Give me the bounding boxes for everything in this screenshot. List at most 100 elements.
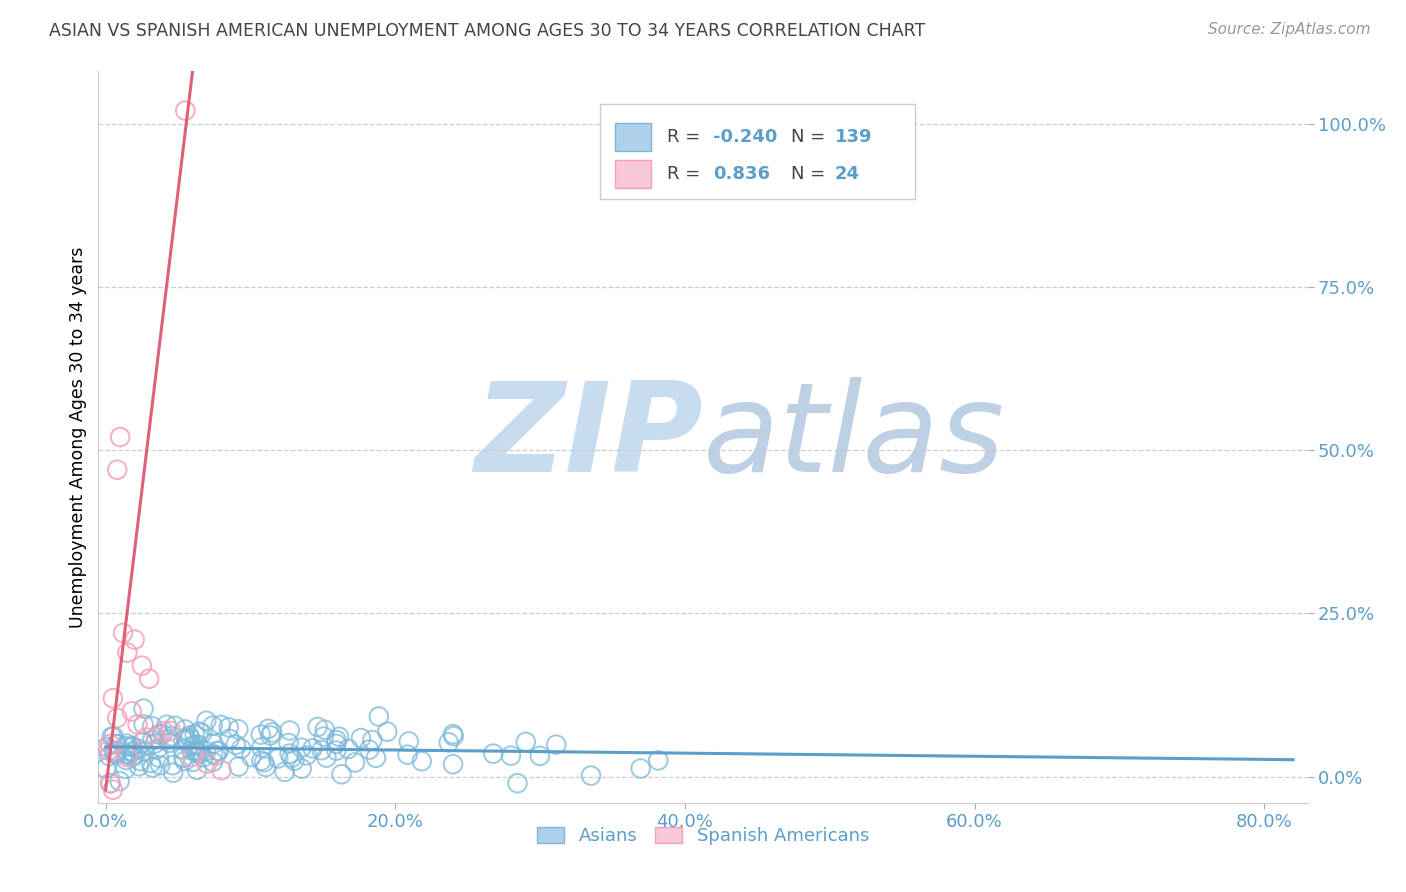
Point [141, 732, 163, 747]
FancyBboxPatch shape [600, 104, 915, 200]
Text: 0.836: 0.836 [713, 165, 769, 183]
Point [482, 747, 505, 761]
Point [105, 737, 128, 751]
Point [159, 723, 181, 738]
Point [253, 756, 276, 770]
Point [117, 750, 139, 764]
Point [201, 755, 224, 769]
Point [100, 776, 122, 790]
Point [180, 743, 202, 757]
Point [398, 734, 420, 748]
Point [184, 745, 207, 759]
Point [105, 463, 128, 477]
Point [129, 754, 152, 768]
Point [231, 741, 253, 756]
Point [295, 748, 318, 763]
Point [101, 691, 124, 706]
Point [148, 727, 170, 741]
Text: -0.240: -0.240 [713, 128, 778, 146]
Point [529, 748, 551, 763]
Point [98, 776, 121, 790]
Point [146, 742, 169, 756]
Point [97, 743, 120, 757]
Point [124, 747, 146, 762]
Text: 139: 139 [835, 128, 872, 146]
Point [179, 729, 201, 743]
Point [183, 727, 205, 741]
Point [121, 745, 143, 759]
Point [174, 731, 197, 746]
Point [257, 722, 280, 736]
Point [112, 626, 135, 640]
Point [278, 723, 301, 738]
Point [546, 738, 568, 752]
Point [94, 761, 117, 775]
Point [375, 724, 398, 739]
Point [337, 742, 360, 756]
Point [117, 646, 139, 660]
Point [499, 748, 522, 763]
Point [115, 739, 138, 754]
Point [148, 750, 170, 764]
Point [207, 744, 229, 758]
Point [249, 728, 271, 742]
Point [105, 747, 128, 761]
Point [218, 720, 240, 734]
Point [254, 760, 277, 774]
Point [277, 736, 299, 750]
Text: 24: 24 [835, 165, 860, 183]
Point [121, 739, 143, 754]
Point [159, 736, 181, 750]
Point [115, 753, 138, 767]
Point [330, 767, 353, 781]
Point [291, 762, 314, 776]
Point [149, 758, 172, 772]
Point [176, 733, 198, 747]
Text: N =: N = [792, 128, 831, 146]
Point [162, 765, 184, 780]
Point [181, 739, 204, 753]
Point [443, 729, 465, 743]
Point [209, 718, 232, 732]
Point [359, 742, 381, 756]
Point [307, 720, 329, 734]
Point [647, 753, 669, 767]
Point [162, 758, 184, 772]
Point [325, 737, 347, 751]
Point [172, 733, 194, 747]
Point [195, 714, 218, 728]
Point [506, 776, 529, 790]
Point [184, 744, 207, 758]
FancyBboxPatch shape [614, 160, 651, 187]
Point [328, 730, 350, 744]
Point [103, 746, 125, 760]
Point [364, 751, 387, 765]
Point [312, 730, 335, 744]
Legend: Asians, Spanish Americans: Asians, Spanish Americans [537, 827, 869, 845]
Point [121, 705, 143, 719]
Point [141, 760, 163, 774]
Point [145, 731, 167, 745]
Point [172, 750, 194, 764]
Point [273, 764, 295, 779]
Point [437, 735, 460, 749]
Point [181, 755, 204, 769]
Point [283, 754, 305, 768]
Point [311, 743, 333, 757]
Point [104, 744, 127, 758]
Point [96, 739, 118, 754]
Point [105, 711, 128, 725]
Point [187, 738, 209, 752]
Point [202, 737, 225, 751]
Text: Source: ZipAtlas.com: Source: ZipAtlas.com [1208, 22, 1371, 37]
Point [250, 754, 273, 768]
Point [361, 733, 384, 747]
Point [108, 774, 131, 789]
Point [290, 740, 312, 755]
Point [201, 747, 224, 761]
Point [226, 723, 249, 737]
Point [114, 762, 136, 776]
Point [195, 744, 218, 758]
Point [441, 727, 464, 741]
Point [188, 747, 211, 761]
